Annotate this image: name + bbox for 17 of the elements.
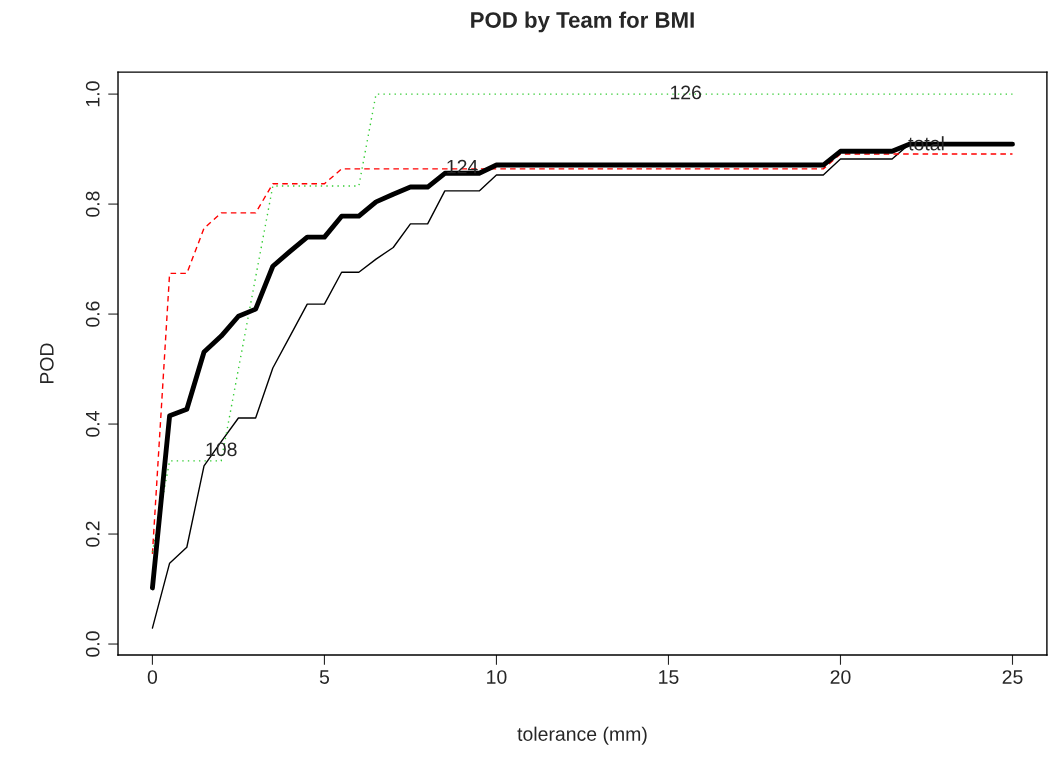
x-tick-label: 15 [659, 670, 679, 684]
y-axis-title: POD [39, 343, 54, 384]
y-tick-label: 0.2 [85, 521, 100, 547]
y-tick-label: 0.8 [85, 191, 100, 217]
y-tick-label: 0.6 [85, 301, 100, 327]
x-axis-title: tolerance (mm) [517, 726, 647, 745]
y-tick-label: 0.4 [85, 411, 100, 437]
x-tick-label: 20 [830, 670, 851, 684]
chart-title: POD by Team for BMI [471, 11, 694, 33]
y-tick-label: 1.0 [85, 81, 100, 107]
x-tick-label: 10 [487, 670, 507, 684]
x-tick-label: 25 [1002, 670, 1023, 684]
annotation: 126 [670, 85, 702, 100]
annotation: 124 [447, 159, 478, 174]
x-tick-label: 0 [147, 670, 158, 684]
y-tick-label: 0.0 [85, 631, 100, 657]
x-tick-label: 5 [319, 670, 330, 684]
